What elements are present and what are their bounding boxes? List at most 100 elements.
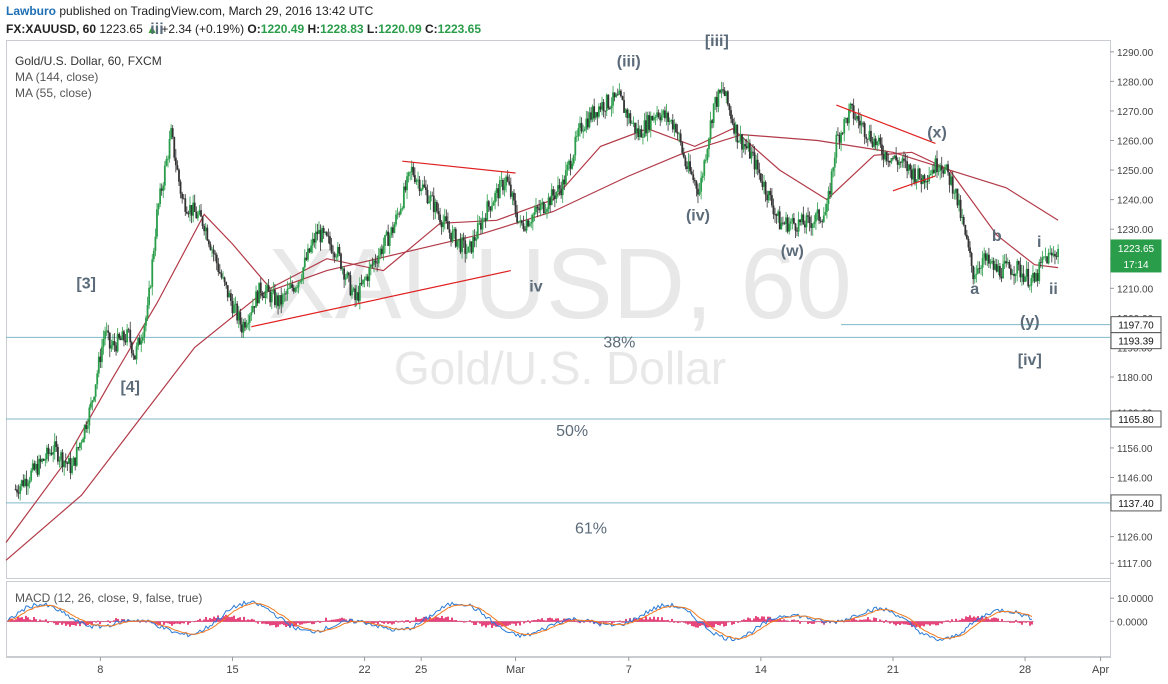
macd-hist-bar <box>65 621 67 626</box>
candle-body <box>550 189 553 206</box>
symbol-line: FX:XAUUSD, 60 1223.65 ▲ +2.34 (+0.19%) O… <box>6 22 481 36</box>
trendline[interactable] <box>836 104 936 145</box>
macd-hist-bar <box>937 621 939 626</box>
signal-line[interactable] <box>7 602 1033 640</box>
macd-hist-bar <box>559 620 561 622</box>
candle-body <box>583 129 586 131</box>
legend-macd[interactable]: MACD (12, 26, close, 9, false, true) <box>15 591 202 605</box>
macd-hist-bar <box>671 618 673 622</box>
candle-body <box>447 221 449 230</box>
macd-hist-bar <box>107 620 109 622</box>
macd-hist-bar <box>455 620 457 622</box>
ma55-line[interactable] <box>5 127 1059 543</box>
candle-body <box>465 252 468 254</box>
wave-label[interactable]: (y) <box>1020 314 1040 331</box>
wave-label[interactable]: (x) <box>927 125 947 142</box>
trendline[interactable] <box>892 175 936 192</box>
candle-body <box>201 216 204 227</box>
candle-body <box>432 195 435 213</box>
macd-hist-bar <box>753 618 755 622</box>
macd-hist-bar <box>781 620 783 622</box>
watermark-symbol: XAUUSD, 60 <box>268 228 852 340</box>
wave-label[interactable]: [iv] <box>1018 352 1042 369</box>
candle-body <box>997 265 1000 272</box>
macd-hist-bar <box>747 617 749 622</box>
wave-label[interactable]: (iii) <box>617 54 641 71</box>
macd-hist-bar <box>769 616 771 622</box>
wave-label[interactable]: a <box>970 281 979 298</box>
macd-hist-bar <box>407 620 409 622</box>
y-tick-label: 1230.00 <box>1117 225 1154 236</box>
wave-label[interactable]: i <box>1037 234 1041 251</box>
macd-hist-bar <box>347 620 349 622</box>
trendline[interactable] <box>251 269 511 328</box>
candle-body <box>766 194 769 201</box>
candle-body <box>566 164 569 171</box>
candle-body <box>973 274 976 280</box>
macd-hist-bar <box>701 621 703 626</box>
macd-hist-bar <box>667 619 669 622</box>
candle-body <box>274 289 276 306</box>
macd-hist-bar <box>965 616 967 622</box>
author-link[interactable]: Lawburo <box>6 4 56 18</box>
candle-body <box>665 112 668 119</box>
candle-body <box>939 165 942 171</box>
candle-body <box>597 106 600 117</box>
candle-body <box>393 224 396 233</box>
candle-body <box>1043 256 1045 258</box>
candle-body <box>388 235 391 246</box>
candle-body <box>93 396 95 401</box>
candle-body <box>988 254 990 264</box>
legend-ma55[interactable]: MA (55, close) <box>15 86 92 100</box>
macd-hist-bar <box>117 618 119 622</box>
macd-hist-bar <box>445 617 447 622</box>
candle-body <box>316 231 319 234</box>
wave-label[interactable]: iii <box>150 21 163 38</box>
candle-body <box>877 137 880 142</box>
candle-body <box>522 223 525 230</box>
candle-body <box>14 489 17 491</box>
candle-body <box>19 486 22 494</box>
candle-body <box>244 321 246 328</box>
macd-hist-bar <box>199 618 201 622</box>
wave-label[interactable]: [3] <box>76 275 96 292</box>
macd-hist-bar <box>85 621 87 626</box>
wave-label[interactable]: b <box>992 228 1002 245</box>
wave-label[interactable]: [iii] <box>705 33 729 50</box>
candle-body <box>417 179 419 181</box>
candle-body <box>338 246 341 254</box>
candle-body <box>1014 273 1017 276</box>
macd-hist-bar <box>29 619 31 622</box>
macd-line[interactable] <box>7 600 1033 642</box>
candle-body <box>49 452 51 454</box>
macd-hist-bar <box>521 621 523 622</box>
wave-label[interactable]: (iv) <box>686 207 710 224</box>
macd-hist-bar <box>323 621 325 622</box>
ma144-line[interactable] <box>5 133 1059 561</box>
candle-body <box>703 160 706 176</box>
candle-body <box>728 104 731 111</box>
wave-label[interactable]: [4] <box>120 379 140 396</box>
candle-body <box>909 164 912 170</box>
candle-body <box>519 220 522 222</box>
macd-hist-bar <box>553 619 555 622</box>
macd-hist-bar <box>647 619 649 622</box>
legend-title: Gold/U.S. Dollar, 60, FXCM <box>15 54 162 68</box>
wave-label[interactable]: iv <box>529 278 542 295</box>
trendline[interactable] <box>402 160 516 174</box>
wave-label[interactable]: (w) <box>781 243 804 260</box>
x-tick-label: 22 <box>358 664 370 676</box>
candle-body <box>679 133 682 143</box>
legend-ma144[interactable]: MA (144, close) <box>15 70 98 84</box>
candle-body <box>176 165 179 170</box>
candle-body <box>612 92 614 106</box>
candle-body <box>945 164 948 169</box>
wave-label[interactable]: ii <box>1049 281 1058 298</box>
macd-hist-bar <box>1023 621 1025 623</box>
candle-body <box>140 340 143 345</box>
candle-body <box>376 262 379 264</box>
macd-hist-bar <box>473 621 475 626</box>
macd-hist-bar <box>581 621 583 622</box>
candle-body <box>914 168 916 183</box>
